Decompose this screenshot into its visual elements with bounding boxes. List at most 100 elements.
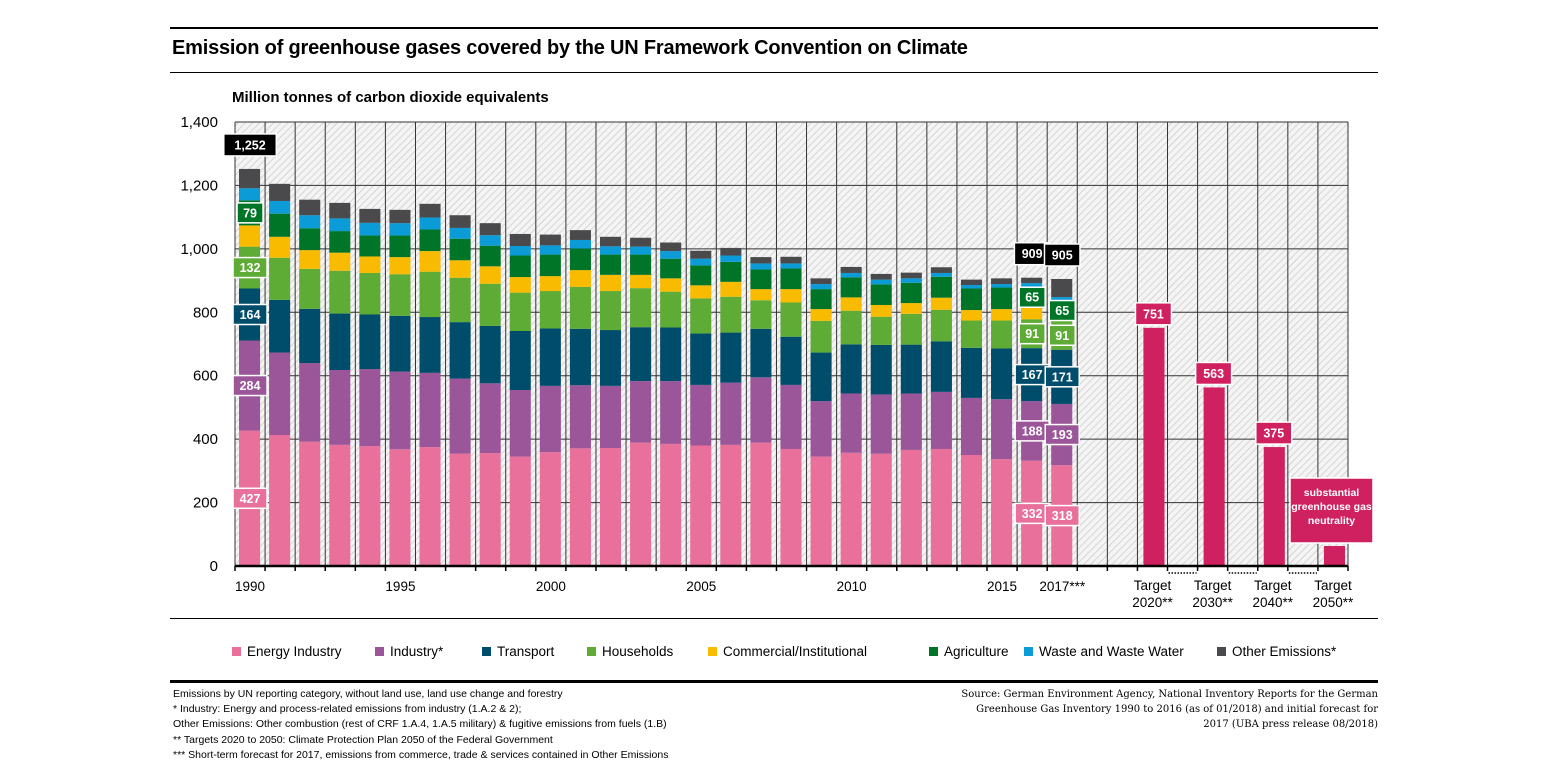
bar-segment-energy-industry [599, 448, 622, 566]
bar-segment-industry [991, 399, 1013, 460]
bar-segment-industry [930, 391, 952, 449]
data-label-box [1018, 322, 1046, 345]
data-label: 167 [1022, 368, 1043, 382]
bar-segment-other-emissions [660, 242, 682, 252]
total-label: 909 [1022, 247, 1043, 261]
bar-segment-agriculture [780, 268, 802, 290]
bar-segment-waste-and-waste-water [569, 239, 591, 249]
bar-segment-industry [479, 383, 501, 454]
bar-segment-households [660, 291, 682, 328]
bar-segment-waste-and-waste-water [509, 246, 531, 256]
bar-segment-commercial-institutional [449, 260, 471, 278]
bar-segment-energy-industry [479, 453, 501, 566]
bar-segment-other-emissions [630, 237, 652, 247]
source-note: Source: German Environment Agency, Natio… [961, 687, 1378, 733]
y-tick-label: 400 [193, 431, 218, 448]
data-label-box [232, 374, 268, 397]
bar-segment-commercial-institutional [599, 274, 622, 292]
bar-segment-transport [870, 344, 892, 395]
bar-segment-agriculture [449, 238, 471, 261]
total-label: 1,252 [234, 138, 265, 152]
x-tick-label: 2010 [837, 579, 867, 594]
bar-segment-industry [690, 384, 712, 446]
bar-segment-energy-industry [930, 448, 952, 566]
bar-segment-energy-industry [810, 456, 832, 566]
bar-segment-transport [630, 327, 652, 382]
data-label: 284 [240, 379, 261, 393]
target-label: 563 [1203, 367, 1224, 381]
bar-segment-industry [329, 370, 351, 445]
bar-segment-commercial-institutional [870, 304, 892, 317]
bar-segment-households [690, 298, 712, 334]
total-label-box [1043, 243, 1081, 267]
bar-segment-commercial-institutional [299, 250, 321, 269]
bar-segment-households [900, 313, 922, 345]
bar-segment-industry [630, 381, 652, 443]
bar-segment-households [870, 316, 892, 345]
data-label: 164 [240, 308, 261, 322]
target-label-box [1194, 361, 1233, 386]
bar-segment-other-emissions [991, 278, 1013, 285]
data-label: 318 [1052, 509, 1073, 523]
bar-segment-energy-industry [389, 449, 411, 566]
y-tick-label: 1,200 [180, 177, 218, 194]
bar-segment-transport [509, 330, 531, 390]
bar-segment-other-emissions [239, 168, 261, 189]
x-tick-label: 1990 [235, 579, 265, 594]
bar-segment-agriculture [870, 284, 892, 305]
bar-segment-other-emissions [269, 183, 291, 201]
x-tick-label: Target [1254, 578, 1292, 593]
bar-segment-industry [539, 385, 561, 453]
bar-segment-industry [269, 352, 291, 436]
bar-segment-other-emissions [720, 247, 742, 256]
x-tick-label: 2040** [1253, 595, 1294, 610]
data-label-box [1048, 299, 1076, 322]
bar-segment-transport [269, 299, 291, 353]
bar-segment-energy-industry [569, 448, 591, 566]
bar-segment-waste-and-waste-water [449, 227, 471, 239]
bar-segment-agriculture [509, 255, 531, 278]
bar-segment-households [479, 283, 501, 326]
bar-segment-industry [960, 397, 983, 455]
y-tick-label: 1,000 [180, 241, 218, 258]
bar-segment-commercial-institutional [1021, 307, 1043, 320]
x-tick-label: Target [1194, 578, 1232, 593]
bar-segment-commercial-institutional [720, 281, 742, 297]
target-bar [1263, 447, 1285, 566]
bar-segment-transport [690, 333, 712, 385]
bar-segment-commercial-institutional [900, 303, 922, 314]
bar-segment-industry [660, 381, 682, 444]
bar-segment-commercial-institutional [630, 274, 652, 289]
bar-segment-industry [359, 369, 381, 447]
total-label-box [223, 133, 278, 157]
bar-segment-energy-industry [299, 441, 321, 566]
bar-segment-agriculture [630, 254, 652, 275]
target-bar [1203, 387, 1225, 566]
legend-swatch [1217, 647, 1226, 656]
bar-segment-other-emissions [509, 233, 531, 247]
bar-segment-waste-and-waste-water [299, 215, 321, 229]
bar-segment-industry [720, 382, 742, 445]
legend-swatch [232, 647, 241, 656]
bar-segment-waste-and-waste-water [660, 251, 682, 259]
bar-segment-waste-and-waste-water [1021, 283, 1043, 287]
bar-segment-waste-and-waste-water [359, 222, 381, 236]
bar-segment-commercial-institutional [930, 297, 952, 310]
bar-segment-waste-and-waste-water [269, 200, 291, 214]
bar-segment-transport [479, 325, 501, 384]
bar-segment-waste-and-waste-water [930, 272, 952, 277]
bar-segment-transport [960, 347, 983, 398]
title-rule [170, 72, 1378, 73]
bar-segment-commercial-institutional [750, 289, 772, 301]
source-line: Source: German Environment Agency, Natio… [961, 689, 1378, 700]
legend-label: Energy Industry [247, 644, 342, 659]
legend-label: Commercial/Institutional [723, 644, 868, 659]
footnote: Other Emissions: Other combustion (rest … [173, 718, 667, 731]
data-label-box [232, 303, 268, 326]
bar-segment-other-emissions [599, 236, 622, 247]
data-label: 91 [1025, 327, 1039, 341]
bar-segment-transport [449, 322, 471, 379]
bar-segment-households [930, 309, 952, 342]
bar-segment-waste-and-waste-water [630, 246, 652, 255]
footnote: * Industry: Energy and process-related e… [173, 703, 522, 716]
